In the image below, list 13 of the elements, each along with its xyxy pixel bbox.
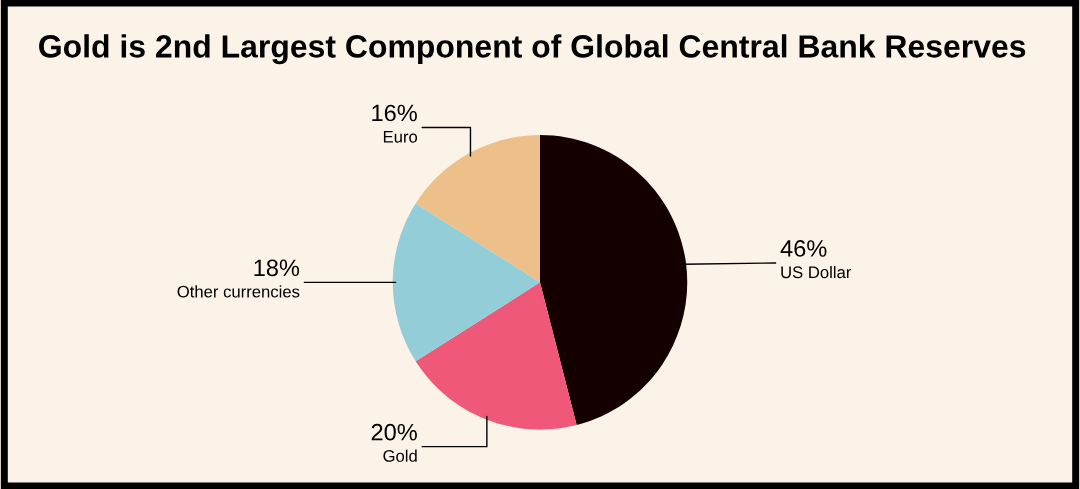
slice-label: Gold [383,449,417,462]
pie-slice [415,135,540,283]
data-label: 46% [780,240,827,257]
pie-slice [540,135,688,425]
slice-label: US Dollar [781,265,852,279]
slice-label: Other currencies [177,285,300,298]
data-label: 18% [254,259,300,277]
data-label: 20% [371,423,417,441]
pie-slice [392,203,540,362]
slice-label: Euro [383,131,418,143]
data-label: 16% [372,104,417,122]
chart-title: Gold is 2nd Largest Component of Global Central Bank Reserves [39,34,1026,65]
pie-slice [415,282,577,430]
